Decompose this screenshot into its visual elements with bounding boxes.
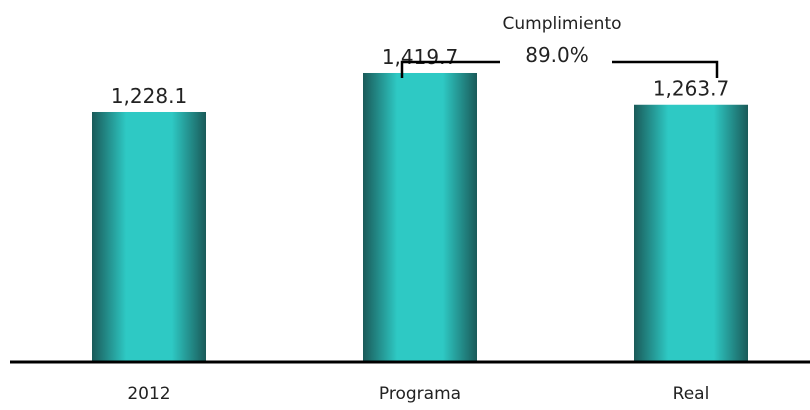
cumplimiento-annotation: Cumplimiento 89.0% bbox=[400, 14, 719, 78]
bar-real bbox=[634, 104, 748, 362]
value-label-programa: 1,419.7 bbox=[382, 45, 458, 69]
category-label-programa: Programa bbox=[379, 384, 461, 404]
annotation-label: Cumplimiento bbox=[502, 14, 621, 34]
annotation-value: 89.0% bbox=[525, 43, 589, 67]
bar-2012 bbox=[92, 111, 206, 362]
value-label-2012: 1,228.1 bbox=[111, 84, 187, 108]
bars-group bbox=[92, 72, 748, 363]
category-label-2012: 2012 bbox=[127, 384, 170, 404]
annotation-bracket-left bbox=[400, 60, 500, 78]
value-label-real: 1,263.7 bbox=[653, 77, 729, 101]
category-labels-group: 2012 Programa Real bbox=[127, 384, 709, 404]
bar-programa bbox=[363, 72, 477, 363]
annotation-bracket-right bbox=[612, 60, 719, 78]
category-label-real: Real bbox=[673, 384, 710, 404]
